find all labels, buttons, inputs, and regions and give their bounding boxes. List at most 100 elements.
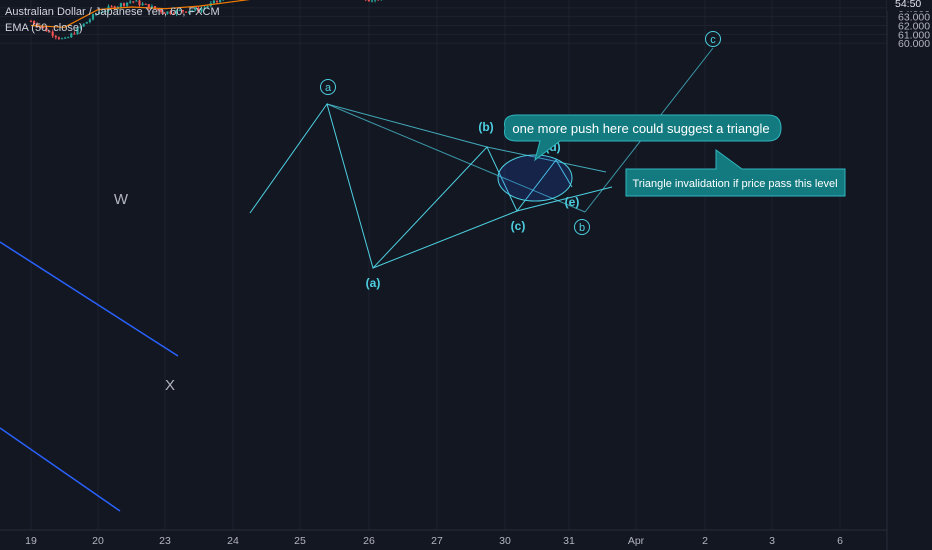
candle-body [64,37,67,39]
candle-body [144,3,147,5]
candle-body [113,6,116,9]
candle-body [153,6,157,9]
price-axis: 60.00061.00062.00063.00064.00065.00066.0… [886,0,932,550]
triangle-upper [326,103,607,173]
price-tag-countdown: 54:50 [895,0,921,10]
candle-body [138,0,141,6]
candle-body [160,9,163,13]
highlight-ellipse [497,154,573,202]
note-triangle-text: one more push here could suggest a trian… [512,121,769,136]
y-tick-label: 60.000 [898,38,930,50]
candle-body [73,33,76,35]
candle-body [70,33,73,38]
candle-body [95,13,98,15]
triangle-lower [372,186,613,269]
wave-label-X: X [165,377,175,394]
candle-body [48,31,51,33]
candle-body [367,0,370,2]
wave-label-c-circle [705,31,721,47]
note-bubble [504,114,782,162]
candle-body [126,2,129,6]
candle-body [29,21,33,23]
candle-body [33,21,36,25]
candle-body [374,0,377,1]
candle-body [91,14,95,20]
x-tick-label: 27 [431,535,443,547]
y-tick-label: 62.000 [898,21,930,33]
candle-body [76,27,79,35]
candle-body [215,0,219,2]
x-tick-label: 2 [702,535,708,547]
candle-body [197,7,200,12]
x-tick-label: 30 [499,535,511,547]
candle-body [129,1,132,3]
x-tick-label: 20 [92,535,104,547]
x-tick-label: 3 [769,535,775,547]
candle-body [157,8,160,10]
wave-lines [249,47,714,269]
x-tick-label: 23 [159,535,171,547]
wave-label-paren-1: (b) [478,120,493,134]
candle-body [163,12,166,14]
x-tick-label: 19 [25,535,37,547]
wave-label-a: a [325,82,332,94]
x-tick-label: Apr [628,535,645,547]
x-tick-label: 24 [227,535,239,547]
candle-body [203,7,206,9]
wave-label-paren-0: (a) [366,276,381,290]
candle-body [184,11,188,13]
candle-body [172,13,175,15]
note-triangle-callout: one more push here could suggest a trian… [504,114,782,162]
candle-body [206,6,209,8]
candle-body [104,10,107,13]
candle-body [45,27,48,32]
candle-body [60,38,64,40]
note-invalidation-callout: Triangle invalidation if price pass this… [625,149,846,197]
candle-body [178,10,181,12]
wave-label-paren-4: (e) [565,195,580,209]
candle-body [194,7,197,11]
indicator-label: EMA (50, close) [5,22,83,34]
candle-body [370,0,374,2]
candle-body [175,10,178,14]
grid [0,0,887,530]
candle-body [132,1,135,3]
candle-body [98,12,101,14]
wave-label-a-circle [320,79,336,95]
candle-body [79,26,82,28]
channel-upper [0,241,179,357]
candle-body [42,26,45,28]
candle-body [67,37,70,39]
wave-label-paren-2: (c) [511,219,526,233]
candle-body [147,4,150,9]
candle-body [119,3,122,7]
x-tick-label: 31 [563,535,575,547]
candle-body [101,12,104,14]
wave-label-b: b [579,222,585,234]
note-invalidation-text: Triangle invalidation if price pass this… [632,178,837,190]
wave-label-b-circle [574,219,590,235]
candle-body [122,3,126,6]
candle-body [82,23,85,27]
candle-body [141,3,144,6]
channel-lower [0,427,121,512]
ema-line [30,0,251,28]
candle-body [219,0,222,2]
candle-body [188,11,191,13]
wave-label-c: c [710,34,716,46]
note-box [625,149,846,197]
price-tag-countdown-bg [887,0,932,12]
wave-label-W: W [114,191,129,208]
candle-body [200,8,203,12]
candle-body [169,11,172,14]
x-tick-label: 25 [294,535,306,547]
candle-body [191,10,194,12]
candle-body [51,31,54,36]
x-tick-label: 6 [837,535,843,547]
x-tick-label: 26 [363,535,375,547]
candle-body [110,6,113,8]
candle-body [166,11,169,14]
candle-body [181,10,184,12]
